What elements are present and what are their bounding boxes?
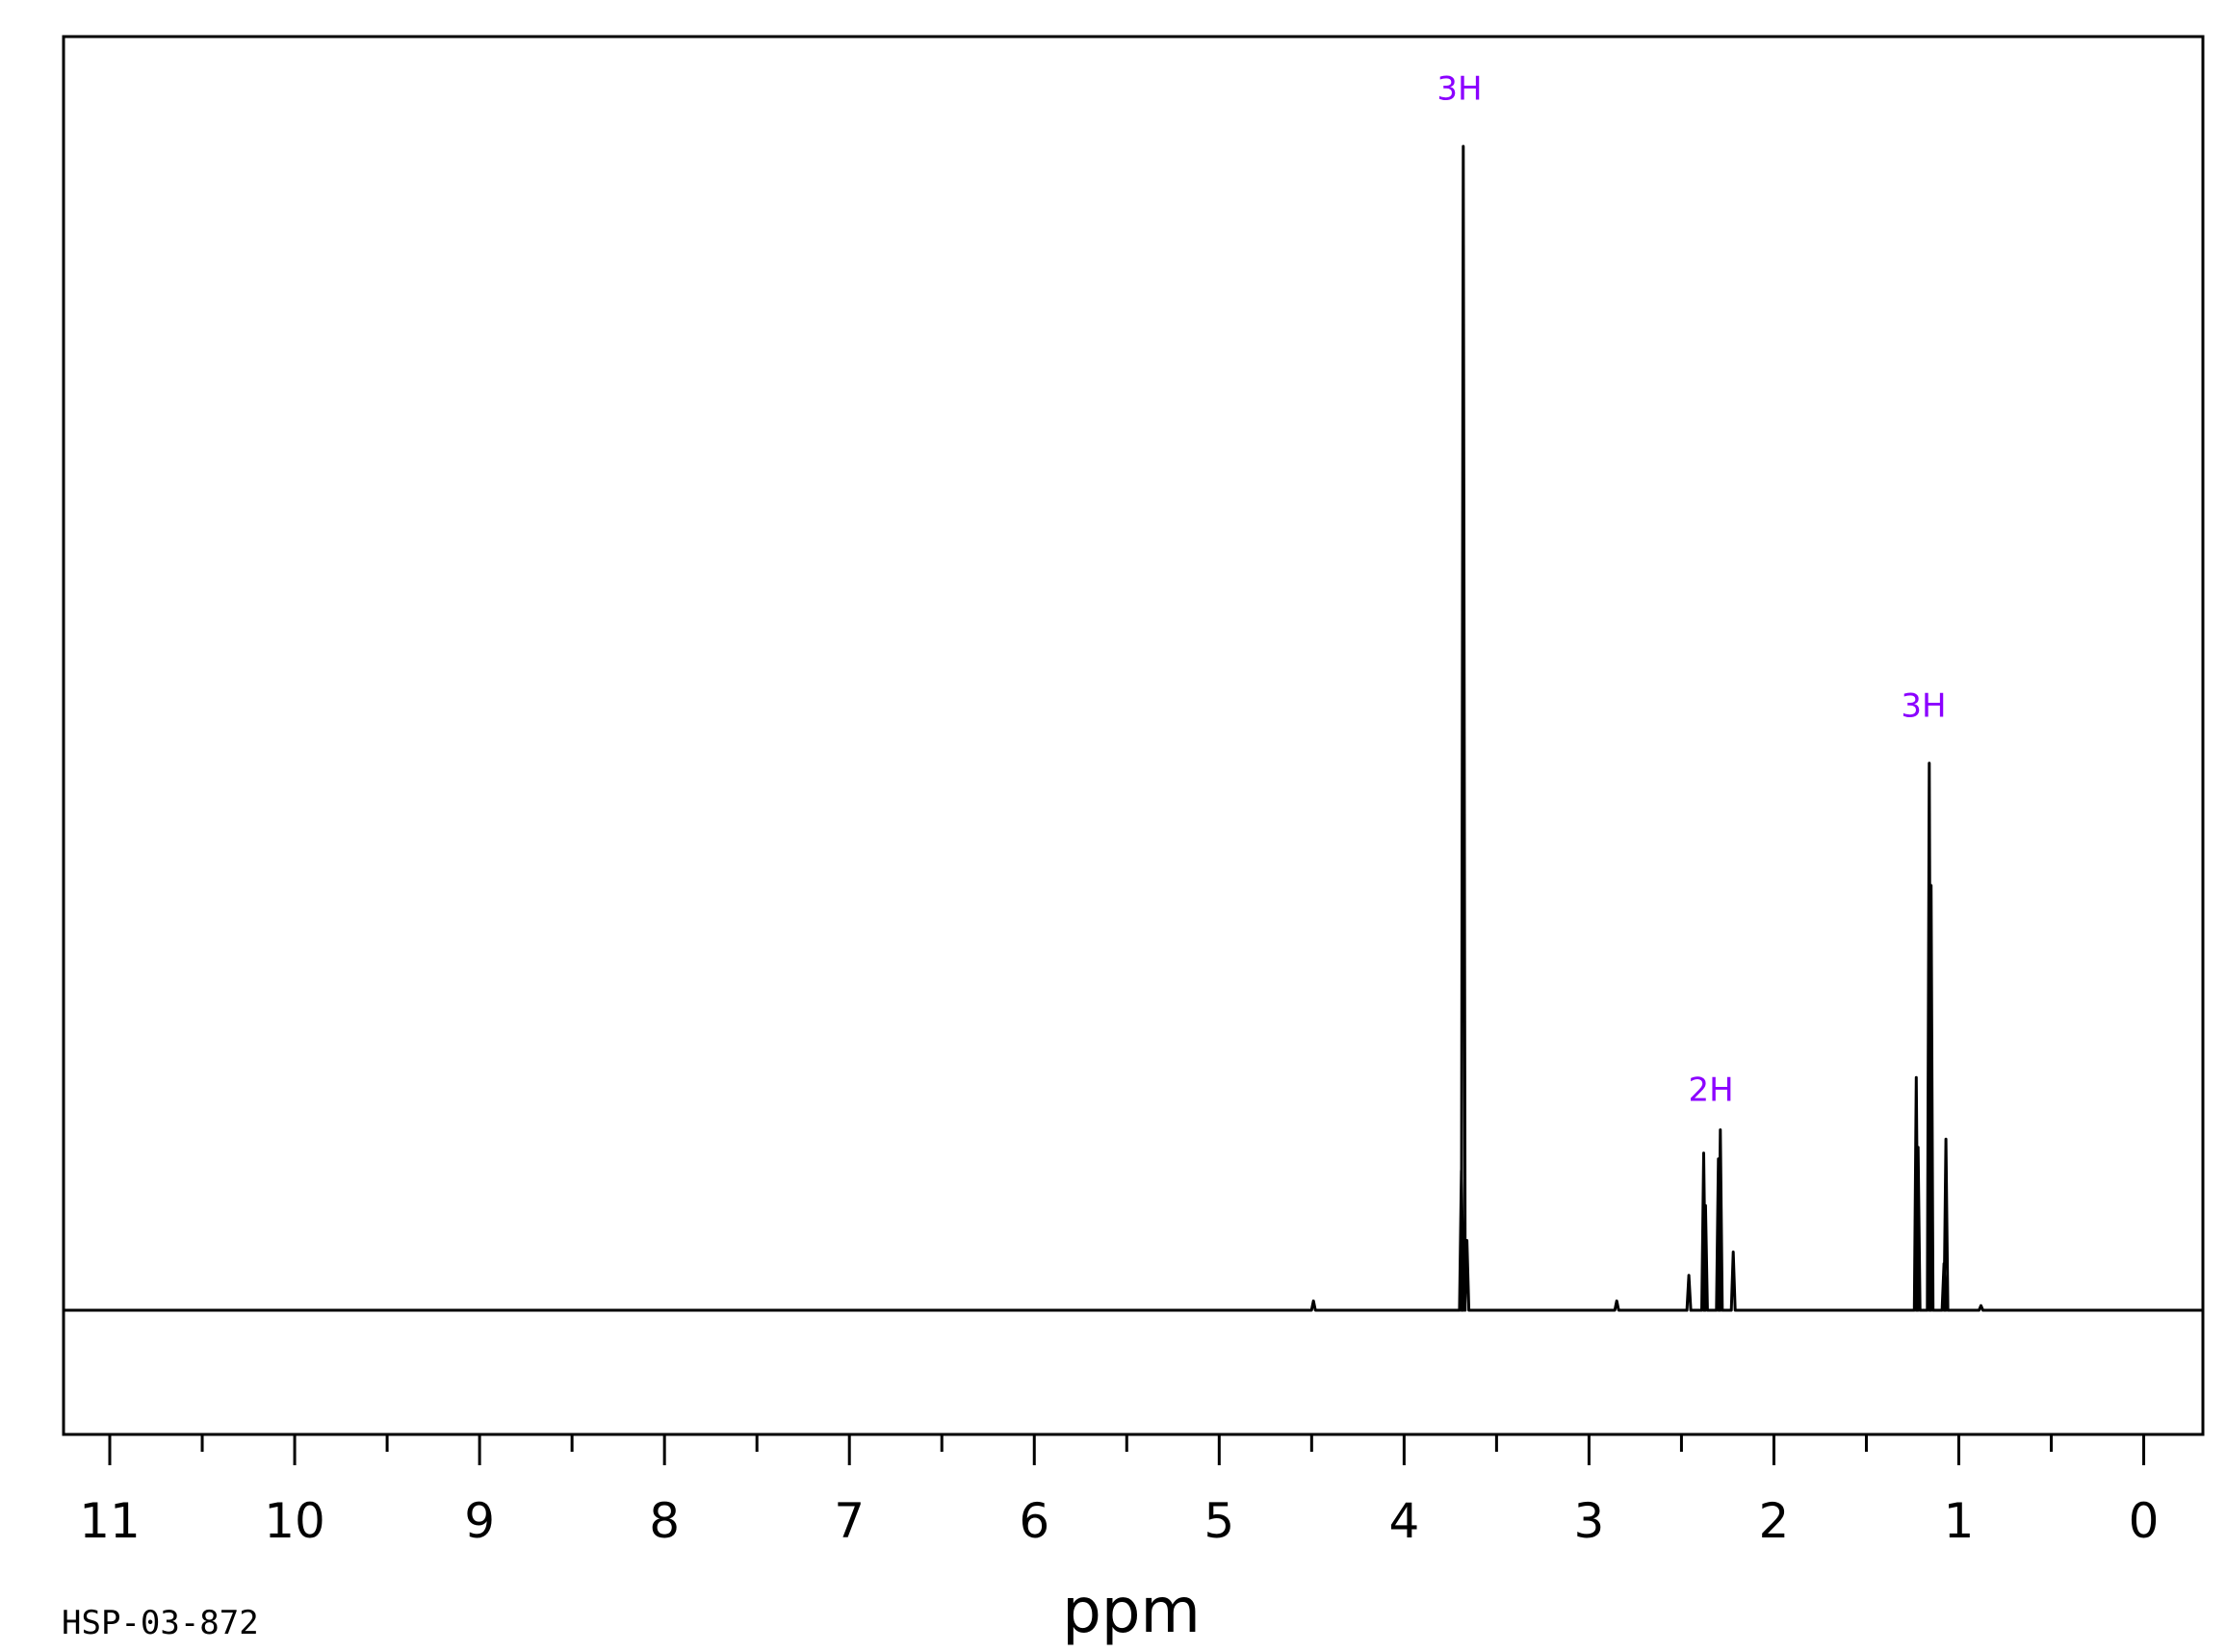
integration-labels: 3H 2H 3H — [1437, 70, 1946, 1110]
tick-label-9: 9 — [464, 1493, 495, 1549]
integration-label-0: 3H — [1437, 70, 1482, 109]
plot-frame — [62, 35, 2205, 1436]
spectrum-line — [64, 144, 2203, 1312]
tick-label-5: 5 — [1204, 1493, 1234, 1549]
tick-label-6: 6 — [1019, 1493, 1049, 1549]
tick-label-11: 11 — [79, 1493, 141, 1549]
x-axis-tick-labels: 11 10 9 8 7 6 5 4 3 2 1 0 — [79, 1493, 2159, 1549]
tick-label-10: 10 — [264, 1493, 325, 1549]
tick-label-7: 7 — [834, 1493, 865, 1549]
tick-label-3: 3 — [1573, 1493, 1604, 1549]
tick-label-4: 4 — [1388, 1493, 1419, 1549]
tick-label-8: 8 — [649, 1493, 680, 1549]
x-axis-label: ppm — [1062, 1576, 1201, 1647]
x-axis-ticks — [108, 1434, 2146, 1465]
tick-label-1: 1 — [1944, 1493, 1975, 1549]
integration-label-1: 2H — [1689, 1071, 1734, 1109]
tick-label-2: 2 — [1759, 1493, 1790, 1549]
integration-label-2: 3H — [1901, 686, 1946, 725]
spectrum-code: HSP-03-872 — [62, 1604, 259, 1642]
tick-label-0: 0 — [2129, 1493, 2160, 1549]
